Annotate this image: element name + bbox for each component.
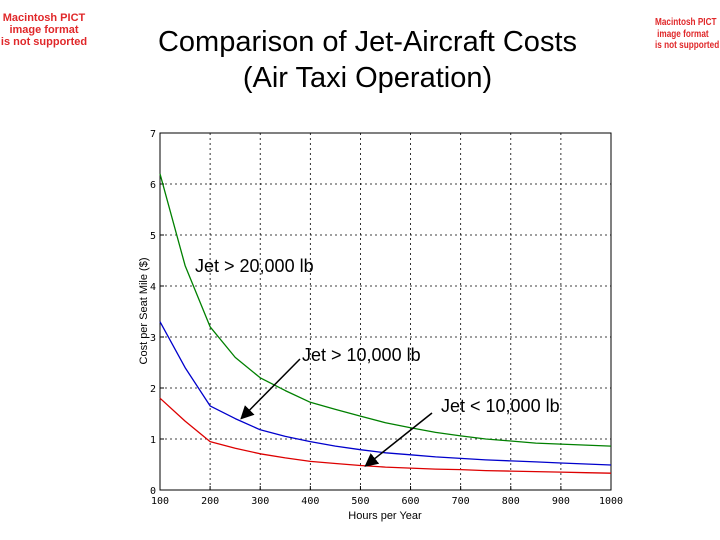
x-axis-label: Hours per Year: [348, 510, 422, 522]
pict-notice-line: image format: [657, 28, 709, 40]
annotation-arrow-jet-10000: [240, 358, 301, 420]
series-line-3: [159, 397, 612, 474]
y-tick-label: 7: [150, 129, 156, 140]
pict-placeholder-left: Macintosh PICT image format is not suppo…: [0, 12, 88, 48]
series-line-2: [159, 321, 612, 466]
x-tick-label: 1000: [599, 496, 623, 507]
slide-title-line2: (Air Taxi Operation): [242, 62, 493, 94]
x-tick-label: 800: [502, 496, 520, 507]
annotation-label-jet-10000: Jet > 10,000 lb: [302, 345, 421, 365]
y-tick-label: 3: [150, 333, 156, 344]
y-tick-label: 4: [150, 282, 156, 293]
plot-frame: [159, 132, 612, 491]
y-tick-label: 1: [150, 435, 156, 446]
x-tick-label: 700: [452, 496, 470, 507]
pict-notice-line: Macintosh PICT: [2, 12, 86, 24]
x-tick-label: 600: [402, 496, 420, 507]
y-axis-label: Cost per Seat Mile ($): [138, 258, 150, 365]
annotation-label-jet-20000: Jet > 20,000 lb: [195, 256, 314, 276]
y-tick-label: 2: [150, 384, 156, 395]
pict-notice-line: is not supported: [655, 40, 720, 51]
slide-title: Comparison of Jet-Aircraft Costs (Air Ta…: [100, 24, 635, 96]
pict-notice-line: is not supported: [0, 36, 88, 48]
pict-notice-line: Macintosh PICT: [655, 17, 717, 28]
x-tick-label: 300: [251, 496, 269, 507]
y-tick-label: 0: [150, 486, 156, 497]
slide-title-line1: Comparison of Jet-Aircraft Costs: [157, 26, 577, 58]
annotation-label-jet-under-10000: Jet < 10,000 lb: [441, 396, 560, 416]
pict-notice-line: image format: [9, 24, 79, 36]
x-tick-label: 100: [151, 496, 169, 507]
y-tick-label: 5: [150, 231, 156, 242]
x-tick-label: 900: [552, 496, 570, 507]
y-tick-label: 6: [150, 180, 156, 191]
x-tick-label: 400: [301, 496, 319, 507]
x-tick-label: 200: [201, 496, 219, 507]
series-line-1: [159, 173, 612, 447]
pict-placeholder-right: Macintosh PICT image format is not suppo…: [655, 17, 720, 52]
x-tick-label: 500: [351, 496, 369, 507]
annotation-arrow-jet-under-10000: [364, 412, 433, 467]
